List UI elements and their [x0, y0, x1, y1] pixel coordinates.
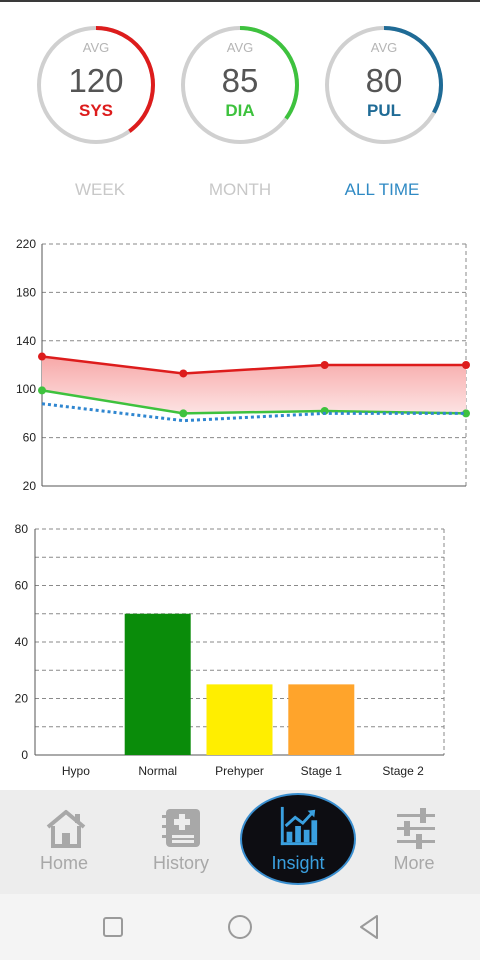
- bar-stage-1[interactable]: [288, 684, 355, 755]
- y-tick-label: 80: [15, 522, 29, 536]
- history-book-icon: [162, 809, 200, 847]
- y-tick-label: 20: [23, 479, 37, 493]
- pul-gauge-ring: [325, 26, 443, 144]
- dia-label: DIA: [225, 101, 255, 120]
- insight-chart-icon: [280, 806, 318, 846]
- x-tick-label: Prehyper: [215, 764, 264, 778]
- pul-value: 80: [365, 62, 403, 99]
- data-point[interactable]: [320, 406, 329, 415]
- sys-value: 120: [68, 62, 124, 99]
- nav-insight[interactable]: Insight: [240, 793, 356, 885]
- sys-avg-label: AVG: [82, 40, 110, 55]
- x-tick-label: Normal: [138, 764, 177, 778]
- x-tick-label: Hypo: [62, 764, 90, 778]
- pul-label: PUL: [367, 101, 401, 120]
- data-point[interactable]: [462, 361, 470, 369]
- y-tick-label: 220: [16, 237, 36, 251]
- data-point[interactable]: [179, 409, 188, 418]
- bar-normal[interactable]: [124, 613, 191, 755]
- nav-home-label: Home: [39, 853, 88, 873]
- nav-history[interactable]: History: [121, 790, 241, 894]
- bar-prehyper[interactable]: [206, 684, 273, 755]
- y-tick-label: 60: [15, 579, 29, 593]
- x-tick-label: Stage 1: [301, 764, 343, 778]
- dia-value: 85: [221, 62, 259, 99]
- blood-pressure-line-chart: 20 60 100 140 180 220: [0, 230, 480, 500]
- home-icon: [46, 810, 86, 848]
- y-tick-label: 140: [16, 334, 36, 348]
- y-tick-label: 20: [15, 692, 29, 706]
- range-fill-area: [42, 356, 466, 414]
- x-tick-label: Stage 2: [382, 764, 424, 778]
- back-system-button[interactable]: [352, 910, 386, 944]
- recent-apps-button[interactable]: [96, 910, 130, 944]
- y-tick-label: 40: [15, 635, 29, 649]
- data-point[interactable]: [179, 369, 188, 378]
- bar-chart-canvas: 0 20 40 60 80 Hypo Normal Prehyper Stage 1 Stage …: [15, 522, 445, 778]
- nav-more-label: More: [393, 853, 435, 873]
- status-bar-edge: [0, 0, 480, 2]
- sys-gauge: AVG 120 SYS: [36, 24, 156, 148]
- sys-label: SYS: [78, 101, 114, 120]
- tab-all-time[interactable]: ALL TIME: [344, 180, 420, 199]
- y-tick-label: 60: [23, 431, 37, 445]
- sys-gauge-ring: [37, 26, 155, 144]
- data-point[interactable]: [462, 409, 470, 418]
- dia-gauge-ring: [181, 26, 299, 144]
- line-chart-canvas: 20 60 100 140 180 220: [16, 237, 470, 493]
- home-system-button[interactable]: [223, 910, 257, 944]
- category-bar-chart: 0 20 40 60 80 Hypo Normal Prehyper Stage 1 Stage …: [0, 515, 480, 790]
- nav-home[interactable]: Home: [4, 790, 124, 894]
- series-line-0: [41, 355, 466, 375]
- dia-gauge: AVG 85 DIA: [180, 24, 300, 148]
- series-line-2: [41, 402, 466, 423]
- y-tick-label: 180: [16, 285, 36, 299]
- nav-history-label: History: [152, 853, 209, 873]
- sliders-icon: [397, 808, 435, 849]
- system-navigation-bar: [0, 894, 480, 960]
- nav-insight-label: Insight: [271, 853, 325, 873]
- y-tick-label: 0: [21, 748, 28, 762]
- pul-avg-label: AVG: [370, 40, 398, 55]
- data-point[interactable]: [38, 386, 46, 395]
- tab-month[interactable]: MONTH: [208, 180, 272, 199]
- gauge-progress-arc: [37, 26, 155, 144]
- dia-avg-label: AVG: [226, 40, 254, 55]
- nav-more[interactable]: More: [354, 790, 474, 894]
- tab-week[interactable]: WEEK: [74, 180, 126, 199]
- gauge-progress-arc: [181, 26, 299, 144]
- y-tick-label: 100: [16, 382, 36, 396]
- pul-gauge: AVG 80 PUL: [324, 24, 444, 148]
- data-point[interactable]: [320, 361, 329, 369]
- data-point[interactable]: [38, 352, 46, 361]
- gauge-progress-arc: [325, 26, 443, 144]
